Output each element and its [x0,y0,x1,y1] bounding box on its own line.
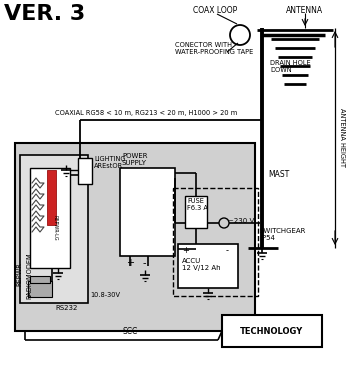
Bar [173,188,258,296]
Text: CONECTOR WITH
WATER-PROOFING TAPE: CONECTOR WITH WATER-PROOFING TAPE [175,42,253,55]
Text: SCC: SCC [122,327,138,336]
Bar [185,196,207,228]
Text: -: - [143,258,147,268]
Text: RADIOMODEM: RADIOMODEM [26,253,32,299]
Bar [78,158,92,184]
Bar [178,244,238,288]
Text: +: + [126,258,134,268]
Bar [20,155,88,303]
Text: TECHNOLOGY: TECHNOLOGY [240,326,304,336]
Text: +: + [182,246,189,255]
Bar [222,315,322,347]
Text: ANTENNA: ANTENNA [286,6,323,15]
Bar [30,168,70,268]
Text: REPWR-LG: REPWR-LG [52,215,57,240]
Bar [15,143,255,331]
Bar [28,281,52,297]
Text: COAX LOOP: COAX LOOP [193,6,237,15]
Text: REPWR: REPWR [16,262,22,286]
Bar [30,276,50,283]
Bar [47,170,56,225]
Text: LIGHTING
AREstOR: LIGHTING AREstOR [94,156,126,169]
Bar [120,168,175,256]
Text: FUSE
F6.3 A: FUSE F6.3 A [187,198,208,211]
Text: MAST: MAST [268,170,289,179]
Text: ACCU
12 V/12 Ah: ACCU 12 V/12 Ah [182,258,220,271]
Text: -: - [226,246,229,255]
Text: 10.8-30V: 10.8-30V [90,292,120,298]
Text: ANTENNA HEIGHT: ANTENNA HEIGHT [339,108,345,168]
Text: ~230 V: ~230 V [228,218,254,224]
Text: SWITCHGEAR
IP54: SWITCHGEAR IP54 [260,228,306,241]
Text: DRAIN HOLE
DOWN: DRAIN HOLE DOWN [270,60,311,73]
Text: POWER
SUPPLY: POWER SUPPLY [122,153,147,166]
Text: VER. 3: VER. 3 [4,4,85,24]
Text: RS232: RS232 [55,305,77,311]
Text: COAXIAL RG58 < 10 m, RG213 < 20 m, H1000 > 20 m: COAXIAL RG58 < 10 m, RG213 < 20 m, H1000… [55,110,237,116]
